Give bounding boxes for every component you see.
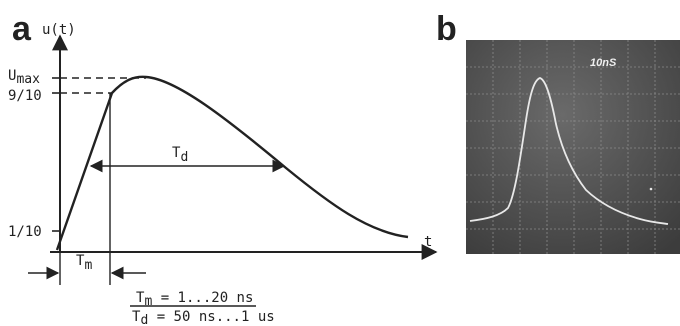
- td-label: Td: [172, 145, 188, 165]
- formula-td: Td = 50 ns...1 us: [132, 309, 275, 326]
- oscilloscope-screen: [466, 40, 680, 254]
- scope-time-label: 10nS: [590, 57, 617, 69]
- umax-label: Umax: [8, 68, 40, 87]
- oscilloscope-trace: [469, 77, 669, 225]
- nine-tenths-label: 9/10: [8, 88, 42, 104]
- pulse-curve: [55, 75, 409, 251]
- x-axis-label: t: [424, 234, 432, 250]
- one-tenth-label: 1/10: [8, 224, 42, 240]
- panel-b: b 10nS: [436, 10, 680, 254]
- y-axis-label: u(t): [42, 22, 76, 38]
- panel-a: a u(t) t Umax 9/10 1/10 Td Tm Tm = 1...2…: [8, 10, 438, 326]
- scope-dot: [649, 187, 653, 191]
- tm-label: Tm: [76, 253, 92, 273]
- panel-a-letter: a: [12, 10, 32, 48]
- formula-tm: Tm = 1...20 ns: [136, 290, 253, 309]
- panel-b-letter: b: [436, 10, 457, 48]
